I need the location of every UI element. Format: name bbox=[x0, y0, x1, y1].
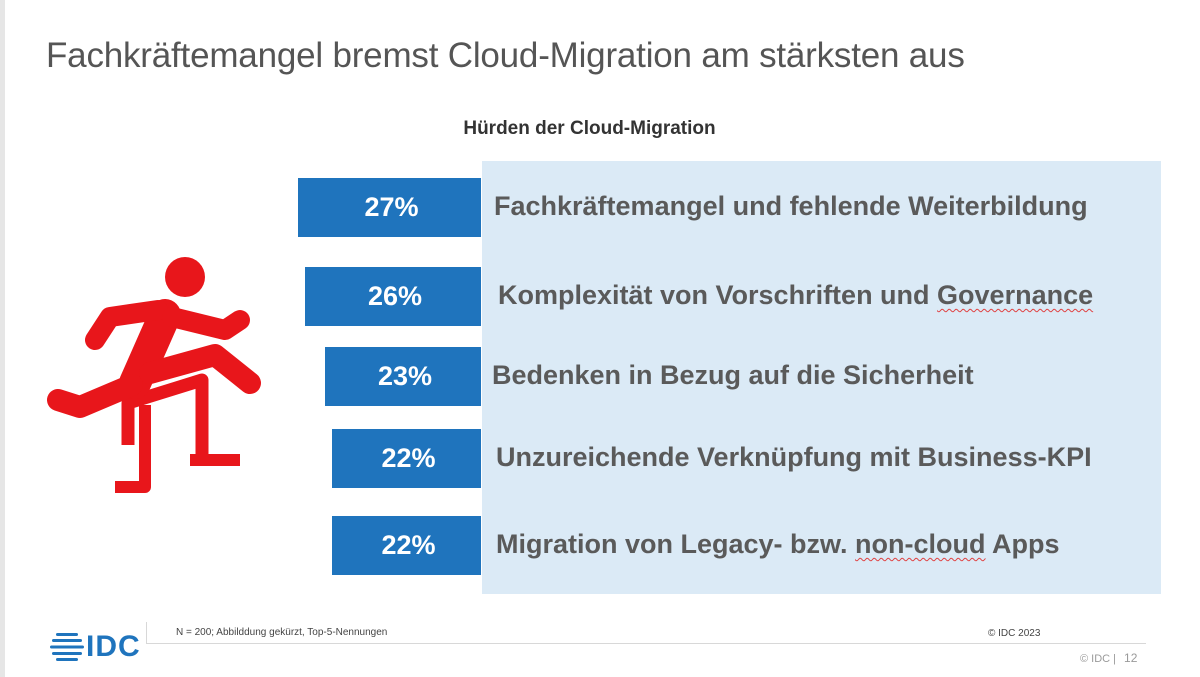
labels-panel bbox=[482, 161, 1161, 594]
bar-value-label: 22% bbox=[381, 530, 436, 560]
footer-divider bbox=[146, 643, 1146, 644]
chart-title-text: Hürden der Cloud-Migration bbox=[463, 118, 716, 139]
footer-right: © IDC | 12 bbox=[1080, 651, 1137, 665]
bar-value-label: 26% bbox=[367, 281, 423, 311]
bar: 23% bbox=[325, 347, 481, 406]
category-label: Fachkräftemangel und fehlende Weiterbild… bbox=[494, 191, 1088, 221]
category-label: Bedenken in Bezug auf die Sicherheit bbox=[492, 360, 974, 390]
copyright: © IDC 2023 bbox=[988, 628, 1041, 639]
page-title: Fachkräftemangel bremst Cloud-Migration … bbox=[46, 36, 965, 75]
chart-title: Hürden der Cloud-Migration bbox=[0, 118, 1185, 140]
bar-value-label: 22% bbox=[381, 443, 436, 473]
footer-copyright: © IDC | bbox=[1080, 653, 1117, 665]
bar: 27% bbox=[298, 178, 481, 237]
footnote: N = 200; Abbilddung gekürzt, Top-5-Nennu… bbox=[176, 627, 388, 638]
bar: 26% bbox=[305, 267, 481, 326]
bar: 22% bbox=[332, 429, 481, 488]
globe-icon bbox=[50, 633, 84, 661]
category-label: Migration von Legacy- bzw. non-cloud App… bbox=[496, 529, 1060, 559]
slide-edge bbox=[0, 0, 5, 677]
idc-logo: IDC bbox=[50, 630, 141, 664]
footer-divider-vertical bbox=[146, 622, 147, 644]
logo-text: IDC bbox=[86, 630, 141, 663]
bar: 22% bbox=[332, 516, 481, 575]
category-label: Unzureichende Verknüpfung mit Business-K… bbox=[496, 442, 1092, 472]
bar-value-label: 23% bbox=[377, 361, 433, 391]
hurdle-runner-icon bbox=[40, 255, 280, 500]
category-label: Komplexität von Vorschriften und Governa… bbox=[498, 280, 1094, 310]
page-number: 12 bbox=[1124, 651, 1138, 665]
bar-value-label: 27% bbox=[364, 192, 419, 222]
